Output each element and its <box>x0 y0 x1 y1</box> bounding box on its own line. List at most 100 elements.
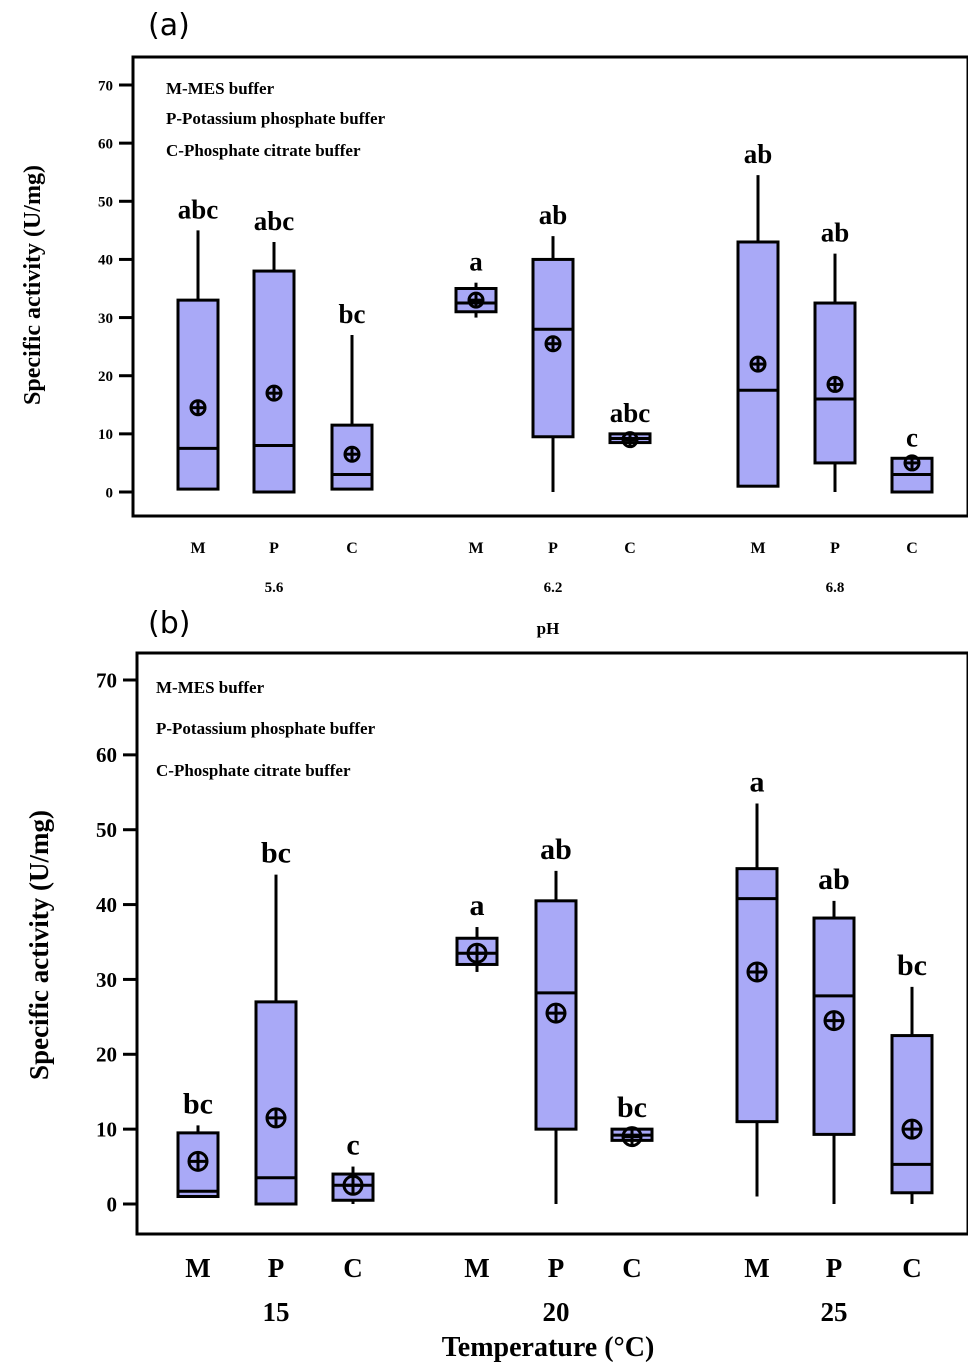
significance-label: ab <box>539 200 568 230</box>
x-category-label: C <box>902 1253 922 1283</box>
significance-label: bc <box>261 837 291 870</box>
significance-label: bc <box>339 299 366 329</box>
y-tick-label: 70 <box>98 78 113 94</box>
x-category-label: M <box>750 540 765 557</box>
y-tick-label: 30 <box>96 968 117 992</box>
y-tick-label: 40 <box>96 893 117 917</box>
y-tick-label: 0 <box>107 1192 118 1216</box>
panel-a-x-axis-title: pH <box>537 619 560 638</box>
y-tick-label: 50 <box>98 195 113 211</box>
panel-b-legend-entry-c: C-Phosphate citrate buffer <box>156 761 351 780</box>
box-6.8-M: ab <box>736 139 780 488</box>
x-category-label: P <box>268 1253 285 1283</box>
box-25-C: bc <box>890 949 934 1204</box>
significance-label: c <box>906 422 918 452</box>
box-body <box>735 867 779 1124</box>
x-category-label: M <box>185 1253 210 1283</box>
box-body <box>890 1034 934 1195</box>
y-tick-label: 40 <box>98 253 113 269</box>
x-category-label: C <box>624 540 636 557</box>
x-category-label: M <box>190 540 205 557</box>
panel-a-plot-frame <box>131 55 968 518</box>
x-group-label: 6.8 <box>826 580 845 596</box>
x-category-label: C <box>346 540 358 557</box>
panel-b-y-axis: 0 10 20 30 40 50 60 70 <box>96 668 137 1216</box>
significance-label: bc <box>617 1091 647 1124</box>
panel-b: (b) M-MES buffer P-Potassium phosphate b… <box>24 606 968 1362</box>
box-5.6-P: abc <box>252 206 296 494</box>
box-6.8-C: c <box>890 422 934 494</box>
box-body <box>176 298 220 491</box>
significance-label: bc <box>183 1087 213 1120</box>
panel-b-legend-entry-p: P-Potassium phosphate buffer <box>156 719 376 738</box>
panel-b-label: (b) <box>148 606 190 641</box>
significance-label: a <box>750 766 765 799</box>
panel-b-plot-frame <box>135 651 968 1236</box>
y-tick-label: 20 <box>98 369 113 385</box>
significance-label: ab <box>821 218 850 248</box>
y-tick-label: 50 <box>96 818 117 842</box>
x-group-label: 20 <box>543 1297 570 1327</box>
box-15-C: c <box>331 1129 375 1204</box>
box-25-P: ab <box>812 863 856 1204</box>
x-category-label: M <box>744 1253 769 1283</box>
x-category-label: M <box>464 1253 489 1283</box>
panel-b-x-axis-title: Temperature (°C) <box>442 1332 655 1362</box>
x-category-label: P <box>826 1253 843 1283</box>
significance-label: a <box>470 889 485 922</box>
y-tick-label: 60 <box>98 136 113 152</box>
box-6.8-P: ab <box>813 218 857 492</box>
x-category-label: M <box>468 540 483 557</box>
panel-a-legend-entry-p: P-Potassium phosphate buffer <box>166 109 386 128</box>
significance-label: bc <box>897 949 927 982</box>
y-tick-label: 10 <box>98 427 113 443</box>
y-tick-label: 30 <box>98 311 113 327</box>
significance-label: abc <box>610 398 651 428</box>
y-tick-label: 10 <box>96 1117 117 1141</box>
box-15-P: bc <box>254 837 298 1206</box>
panel-a-y-axis-title: Specific activity (U/mg) <box>20 165 46 405</box>
x-group-label: 15 <box>263 1297 290 1327</box>
significance-label: abc <box>254 206 295 236</box>
x-category-label: C <box>343 1253 363 1283</box>
panel-b-x-axis: M P C M P C M P C 15 20 25 <box>185 1253 921 1327</box>
significance-label: a <box>469 247 483 277</box>
significance-label: abc <box>178 194 219 224</box>
box-20-M: a <box>455 889 499 972</box>
box-6.2-P: ab <box>531 200 575 492</box>
box-body <box>254 1000 298 1206</box>
panel-b-marks: bc bc c a ab bc a ab bc <box>176 766 934 1206</box>
panel-b-y-axis-title: Specific activity (U/mg) <box>24 810 54 1080</box>
box-6.2-M: a <box>454 247 498 318</box>
significance-label: ab <box>818 863 850 896</box>
panel-a-legend-entry-m: M-MES buffer <box>166 79 275 98</box>
box-15-M: bc <box>176 1087 220 1199</box>
box-5.6-M: abc <box>176 194 220 491</box>
y-tick-label: 0 <box>106 485 114 501</box>
box-body <box>252 269 296 494</box>
y-tick-label: 20 <box>96 1043 117 1067</box>
box-25-M: a <box>735 766 779 1197</box>
panel-a: (a) M-MES buffer P-Potassium phosphate b… <box>20 8 968 638</box>
x-group-label: 6.2 <box>544 580 563 596</box>
box-20-P: ab <box>534 833 578 1204</box>
x-group-label: 5.6 <box>265 580 284 596</box>
x-category-label: C <box>622 1253 642 1283</box>
box-5.6-C: bc <box>330 299 374 491</box>
x-category-label: P <box>548 540 558 557</box>
x-group-label: 25 <box>821 1297 848 1327</box>
y-tick-label: 70 <box>96 668 117 692</box>
panel-a-label: (a) <box>148 8 190 43</box>
panel-a-x-axis: M P C M P C M P C 5.6 6.2 6.8 <box>190 540 917 596</box>
x-category-label: P <box>548 1253 565 1283</box>
x-category-label: C <box>906 540 918 557</box>
significance-label: c <box>346 1129 359 1162</box>
x-category-label: P <box>269 540 279 557</box>
significance-label: ab <box>744 139 773 169</box>
y-tick-label: 60 <box>96 743 117 767</box>
box-6.2-C: abc <box>608 398 652 449</box>
panel-a-y-axis: 0 10 20 30 40 50 60 70 <box>98 78 133 501</box>
box-20-C: bc <box>610 1091 654 1148</box>
